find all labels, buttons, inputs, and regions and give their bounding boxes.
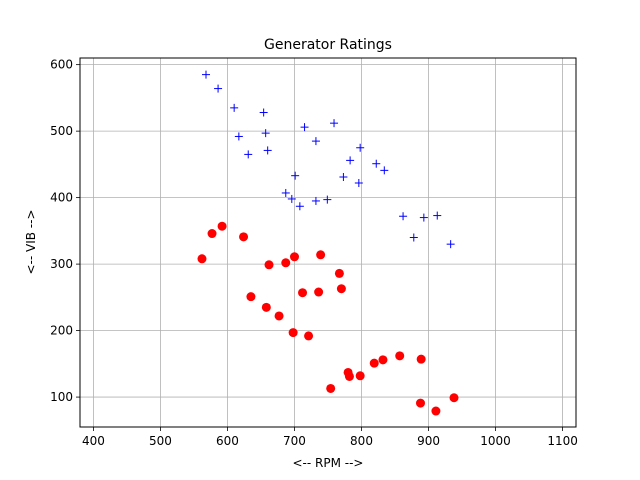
blue-plus-point bbox=[356, 143, 365, 152]
red-circle-point bbox=[336, 284, 346, 294]
x-tick-label: 1000 bbox=[480, 434, 511, 448]
red-circle-point bbox=[288, 328, 298, 338]
red-circle-point bbox=[298, 288, 308, 298]
blue-plus-point bbox=[346, 156, 355, 165]
red-circle-point bbox=[355, 371, 365, 381]
red-circle-point bbox=[369, 358, 379, 368]
x-tick-label: 700 bbox=[283, 434, 306, 448]
blue-plus-point bbox=[433, 211, 442, 220]
data-points bbox=[197, 70, 459, 416]
blue-plus-point bbox=[399, 212, 408, 221]
blue-plus-point bbox=[263, 146, 272, 155]
blue-plus-point bbox=[323, 195, 332, 204]
blue-plus-point bbox=[354, 178, 363, 187]
blue-plus-point bbox=[446, 240, 455, 249]
blue-plus-point bbox=[261, 129, 270, 138]
y-tick-label: 400 bbox=[50, 191, 73, 205]
x-axis: 400 500 600 700 800 900 1000 1100 bbox=[82, 427, 578, 448]
red-circle-point bbox=[416, 354, 426, 364]
red-circle-point bbox=[217, 221, 227, 231]
red-circle-point bbox=[246, 292, 256, 302]
red-circle-point bbox=[431, 406, 441, 416]
blue-plus-point bbox=[281, 188, 290, 197]
red-circle-point bbox=[378, 355, 388, 365]
red-circle-point bbox=[197, 254, 207, 264]
blue-plus-point bbox=[259, 108, 268, 117]
blue-plus-point bbox=[339, 173, 348, 182]
red-circle-point bbox=[334, 268, 344, 278]
blue-plus-point bbox=[214, 84, 223, 93]
red-circle-point bbox=[316, 250, 326, 260]
x-tick-label: 600 bbox=[216, 434, 239, 448]
red-circle-point bbox=[261, 302, 271, 312]
chart-title: Generator Ratings bbox=[264, 37, 392, 53]
y-tick-label: 200 bbox=[50, 324, 73, 338]
blue-plus-point bbox=[419, 213, 428, 222]
blue-plus-point bbox=[244, 150, 253, 159]
x-tick-label: 1100 bbox=[547, 434, 578, 448]
red-circle-point bbox=[289, 252, 299, 262]
red-circle-point bbox=[344, 371, 354, 381]
blue-plus-point bbox=[372, 159, 381, 168]
y-tick-label: 600 bbox=[50, 58, 73, 72]
y-tick-label: 100 bbox=[50, 390, 73, 404]
blue-plus-point bbox=[311, 196, 320, 205]
red-circle-point bbox=[314, 287, 324, 297]
blue-plus-point bbox=[409, 233, 418, 242]
blue-plus-point bbox=[234, 132, 243, 141]
y-axis-label: <-- VIB --> bbox=[24, 209, 38, 274]
y-tick-label: 500 bbox=[50, 124, 73, 138]
red-circle-point bbox=[281, 258, 291, 268]
blue-plus-point bbox=[311, 137, 320, 146]
blue-plus-point bbox=[202, 70, 211, 79]
y-axis: 100 200 300 400 500 600 bbox=[50, 58, 80, 404]
red-circle-point bbox=[449, 393, 459, 403]
blue-plus-point bbox=[287, 194, 296, 203]
blue-plus-point bbox=[330, 119, 339, 128]
red-circle-point bbox=[264, 260, 274, 270]
x-tick-label: 500 bbox=[149, 434, 172, 448]
x-axis-label: <-- RPM --> bbox=[293, 456, 364, 470]
plot-frame bbox=[79, 57, 577, 428]
red-circle-point bbox=[304, 331, 314, 341]
blue-plus-point bbox=[380, 166, 389, 175]
blue-plus-point bbox=[230, 103, 239, 112]
red-circle-point bbox=[239, 232, 249, 242]
blue-plus-point bbox=[300, 123, 309, 132]
red-circle-point bbox=[415, 398, 425, 408]
y-tick-label: 300 bbox=[50, 257, 73, 271]
x-tick-label: 900 bbox=[417, 434, 440, 448]
red-circle-point bbox=[274, 311, 284, 321]
blue-plus-point bbox=[295, 202, 304, 211]
red-circle-point bbox=[326, 383, 336, 393]
blue-plus-point bbox=[291, 171, 300, 180]
red-circle-point bbox=[395, 351, 405, 361]
red-circle-point bbox=[207, 229, 217, 239]
grid bbox=[80, 58, 576, 427]
x-tick-label: 400 bbox=[82, 434, 105, 448]
x-tick-label: 800 bbox=[350, 434, 373, 448]
